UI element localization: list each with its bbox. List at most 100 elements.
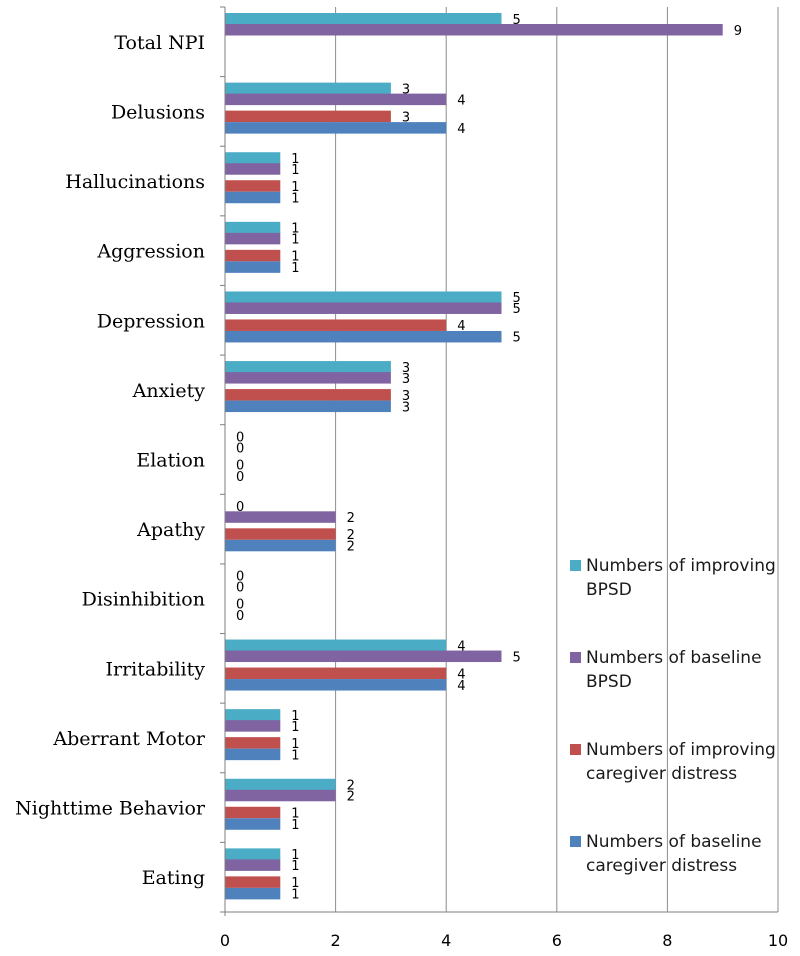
x-tick-label: 10 xyxy=(768,931,788,950)
axes: Total NPI Delusions Hallucinations Aggressi… xyxy=(15,6,788,950)
bar xyxy=(225,806,281,819)
data-label: 1 xyxy=(291,250,299,265)
bar xyxy=(225,191,281,204)
category-label: Eating xyxy=(142,867,205,889)
bar xyxy=(225,13,502,25)
bar xyxy=(225,539,336,552)
data-label: 1 xyxy=(291,888,299,903)
bar xyxy=(225,24,723,36)
category-label: Delusions xyxy=(111,101,205,123)
data-label: 2 xyxy=(347,528,355,543)
bar xyxy=(225,302,502,314)
data-label: 5 xyxy=(513,13,521,28)
x-tick-label: 6 xyxy=(552,931,562,950)
data-label: 4 xyxy=(457,639,465,654)
bar xyxy=(225,372,391,384)
gridlines xyxy=(335,7,779,912)
category-label: Nighttime Behavior xyxy=(15,798,206,820)
bar xyxy=(225,859,281,871)
bar xyxy=(225,319,447,331)
legend-label: Numbers of baseline xyxy=(586,648,762,668)
category-label: Disinhibition xyxy=(82,589,205,611)
bar xyxy=(225,709,281,721)
data-label: 0 xyxy=(236,458,244,473)
bar xyxy=(225,122,447,134)
data-label: 3 xyxy=(402,110,410,125)
legend-label: Numbers of improving xyxy=(586,556,776,576)
bar xyxy=(225,748,281,761)
legend-swatch xyxy=(570,744,581,755)
bar xyxy=(225,163,281,175)
data-label: 0 xyxy=(236,570,244,585)
category-label: Depression xyxy=(97,310,205,332)
bar xyxy=(225,232,281,245)
category-label: Elation xyxy=(136,450,205,472)
bar xyxy=(225,249,281,262)
category-label: Hallucinations xyxy=(65,171,205,193)
legend-swatch xyxy=(570,560,581,571)
bar xyxy=(225,180,281,192)
bar xyxy=(225,667,447,680)
bar xyxy=(225,93,447,106)
x-tick-label: 0 xyxy=(220,931,230,950)
bar xyxy=(225,639,447,652)
data-label: 1 xyxy=(291,709,299,724)
category-label: Irritability xyxy=(106,658,206,680)
x-tick-label: 4 xyxy=(441,931,451,950)
data-label: 1 xyxy=(291,748,299,763)
legend-label: caregiver distress xyxy=(586,856,737,876)
bar xyxy=(225,221,281,234)
bar xyxy=(225,291,502,303)
data-label: 9 xyxy=(734,24,742,39)
data-label: 1 xyxy=(291,818,299,833)
bar xyxy=(225,361,391,373)
legend-label: Numbers of improving xyxy=(586,740,776,760)
category-label: Aberrant Motor xyxy=(52,728,206,750)
data-label: 4 xyxy=(457,667,465,682)
category-label: Anxiety xyxy=(132,380,206,402)
data-label: 0 xyxy=(236,598,244,613)
data-label: 1 xyxy=(291,737,299,752)
data-label: 2 xyxy=(347,779,355,794)
data-label: 1 xyxy=(291,859,299,874)
data-label: 3 xyxy=(402,82,410,97)
data-label: 0 xyxy=(236,581,244,596)
bar xyxy=(225,848,281,860)
data-label: 2 xyxy=(347,511,355,526)
data-label: 5 xyxy=(513,331,521,346)
data-label: 1 xyxy=(291,233,299,248)
data-label: 4 xyxy=(457,122,465,137)
data-label: 1 xyxy=(291,222,299,237)
data-label: 4 xyxy=(457,319,465,334)
bar xyxy=(225,400,391,413)
data-label: 1 xyxy=(291,261,299,276)
category-label: Aggression xyxy=(96,241,205,263)
data-label: 1 xyxy=(291,152,299,167)
bar xyxy=(225,876,281,888)
data-label: 4 xyxy=(457,93,465,108)
data-label: 0 xyxy=(236,470,244,485)
bar xyxy=(225,330,502,343)
bar xyxy=(225,389,391,401)
data-label: 1 xyxy=(291,807,299,822)
data-label: 3 xyxy=(402,389,410,404)
bar xyxy=(225,110,391,123)
bar xyxy=(225,679,447,691)
bar xyxy=(225,82,391,95)
bar xyxy=(225,789,336,802)
data-label: 1 xyxy=(291,180,299,195)
data-label: 3 xyxy=(402,372,410,387)
data-label: 2 xyxy=(347,540,355,555)
legend-label: caregiver distress xyxy=(586,764,737,784)
bar xyxy=(225,737,281,749)
data-label: 1 xyxy=(291,876,299,891)
bar xyxy=(225,152,281,164)
category-label: Apathy xyxy=(136,519,205,541)
legend-label: BPSD xyxy=(586,672,632,692)
category-label: Total NPI xyxy=(114,32,205,54)
data-label: 0 xyxy=(236,430,244,445)
bar xyxy=(225,528,336,540)
x-tick-label: 8 xyxy=(662,931,672,950)
data-label: 5 xyxy=(513,291,521,306)
